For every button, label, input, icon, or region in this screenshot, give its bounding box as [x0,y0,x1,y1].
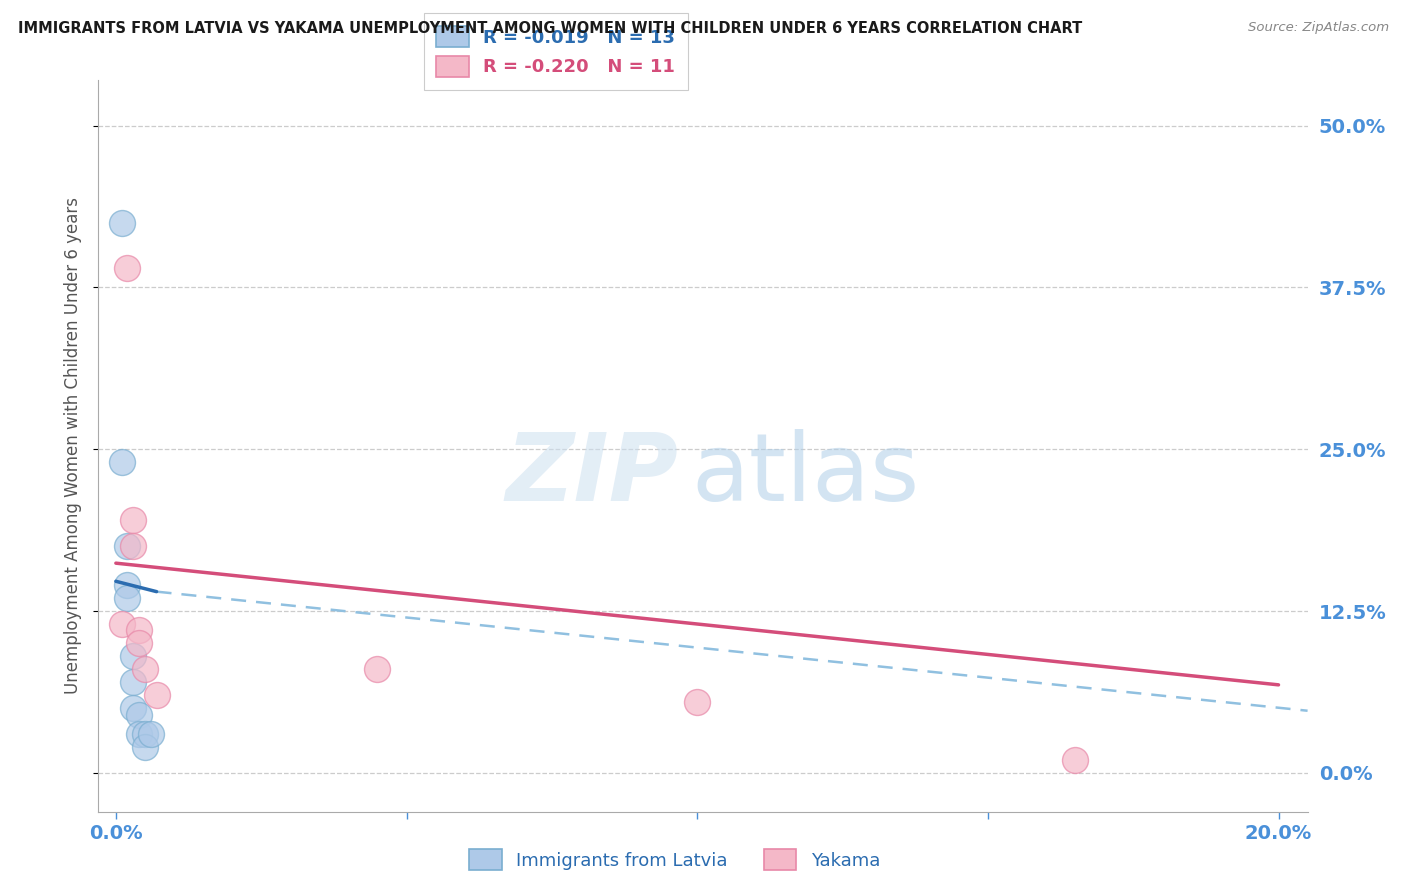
Point [686,695,709,709]
Point [122,649,145,664]
Point [145,688,167,702]
Point [122,539,145,553]
Point [117,578,139,592]
Point [122,513,145,527]
Point [117,539,139,553]
Text: ZIP: ZIP [506,429,679,521]
Point [134,662,156,676]
Text: atlas: atlas [690,429,920,521]
Point [134,739,156,754]
Y-axis label: Unemployment Among Women with Children Under 6 years: Unemployment Among Women with Children U… [65,197,83,695]
Point [128,624,150,638]
Point [128,727,150,741]
Point [111,455,134,469]
Point [111,216,134,230]
Text: IMMIGRANTS FROM LATVIA VS YAKAMA UNEMPLOYMENT AMONG WOMEN WITH CHILDREN UNDER 6 : IMMIGRANTS FROM LATVIA VS YAKAMA UNEMPLO… [18,21,1083,36]
Point [128,707,150,722]
Point [1064,753,1087,767]
Point [122,675,145,690]
Text: Source: ZipAtlas.com: Source: ZipAtlas.com [1249,21,1389,34]
Point [139,727,162,741]
Point [117,591,139,606]
Point [134,727,156,741]
Point [366,662,388,676]
Point [111,617,134,632]
Point [122,701,145,715]
Point [128,636,150,650]
Legend: Immigrants from Latvia, Yakama: Immigrants from Latvia, Yakama [457,837,893,883]
Point [117,260,139,275]
